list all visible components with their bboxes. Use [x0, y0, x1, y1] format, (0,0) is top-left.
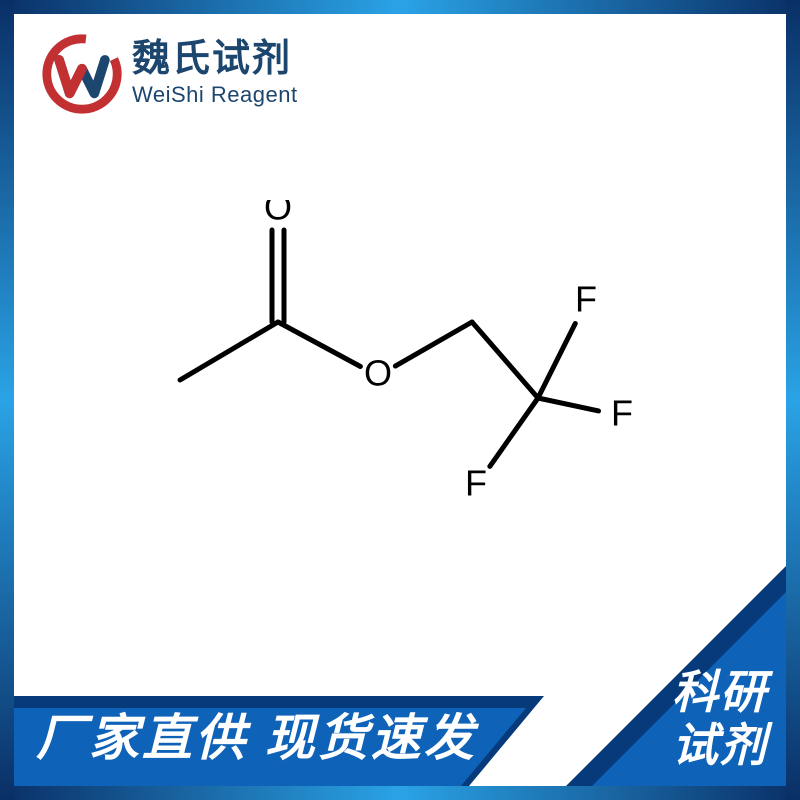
category-corner: 科研 试剂	[566, 566, 786, 786]
svg-text:F: F	[465, 463, 487, 504]
svg-text:O: O	[264, 200, 292, 228]
category-line2: 试剂	[672, 719, 768, 772]
product-card: 魏氏试剂 WeiShi Reagent O O F F F 厂家直供 现货速发 科研 试…	[0, 0, 800, 800]
svg-text:O: O	[364, 353, 392, 394]
frame-border-left	[0, 0, 14, 800]
frame-border-top	[0, 0, 800, 14]
molecule-structure: O O F F F	[110, 200, 670, 560]
promo-banner: 厂家直供 现货速发	[14, 686, 574, 786]
promo-banner-text: 厂家直供 现货速发	[36, 698, 477, 770]
svg-text:F: F	[611, 393, 633, 434]
frame-border-right	[786, 0, 800, 800]
brand-logo: 魏氏试剂 WeiShi Reagent	[38, 30, 298, 118]
brand-logo-mark	[38, 30, 126, 118]
brand-name-cn: 魏氏试剂	[132, 40, 298, 80]
frame-border-bottom	[0, 786, 800, 800]
svg-text:F: F	[575, 279, 597, 320]
category-line1: 科研	[672, 666, 768, 719]
brand-name-en: WeiShi Reagent	[132, 82, 298, 108]
